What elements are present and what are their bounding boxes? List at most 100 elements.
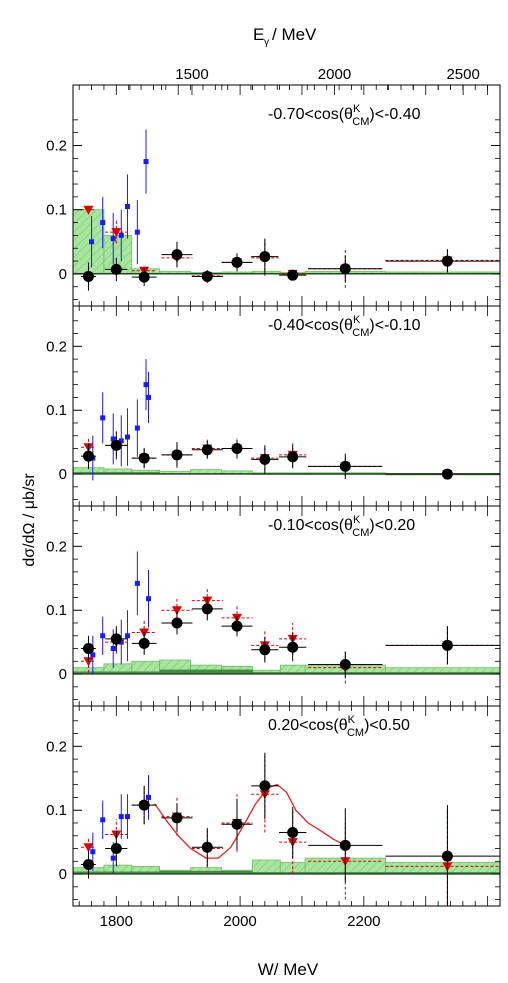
angle-label-sup: K [348,714,356,726]
systematic-band-dark [252,672,500,675]
angle-label-sup: K [353,103,361,115]
black-circle-point [231,620,243,632]
black-circle-point [287,451,299,463]
angle-label-suffix: )<-0.40 [369,106,420,123]
systematic-band-dark [73,671,160,675]
x-tick-label: 1800 [100,913,133,930]
black-circle-point [287,269,299,281]
panel-angle-label: -0.70<cos(θK CM)<-0.40 [268,103,421,128]
blue-square-point [110,236,116,242]
blue-square-point [110,646,116,652]
black-circle-point [231,443,243,455]
y-tick-label: 0 [59,866,67,883]
blue-square-point [118,232,124,238]
blue-square-point [145,394,151,400]
black-circle-point [201,444,213,456]
panel-3: 0 0.1 0.2 -0.10<cos(θK CM)<0.20 [46,505,501,707]
panels: 00.10.2-0.70<cos(θK CM)<-0.4000.10.2-0.40… [46,66,501,930]
panel-4: 0 0.1 0.2 0.20<cos(θK CM)<0.50 [46,705,501,907]
blue-square-point [90,849,96,855]
black-circle-point [231,256,243,268]
blue-square-point [118,438,124,444]
top-tick-label: 2500 [446,66,479,83]
angle-label-prefix: -0.70<cos(θ [268,106,353,123]
y-axis-label: dσ/dΩ / μb/sr [21,473,38,567]
blue-square-point [143,382,149,388]
blue-square-point [124,204,130,209]
black-circle-point [110,843,122,855]
panel-1: 0 0.1 0.2 -0.70<cos(θK CM)<-0.40 [46,84,501,307]
black-circle-point [287,827,299,839]
y-tick-label: 0.2 [46,138,67,155]
black-circle-point [82,643,94,655]
black-circle-point [171,249,183,261]
blue-square-point [134,229,140,235]
black-circle-point [171,617,183,629]
black-circle-point [201,603,213,615]
y-tick-label: 0.2 [46,738,67,755]
blue-square-point [100,220,106,226]
systematic-band-dark [73,472,160,475]
black-circle-point [441,850,453,862]
blue-square-point [145,794,151,800]
systematic-band-dark [73,871,160,875]
black-circle-point [259,453,271,465]
angle-label-prefix: -0.40<cos(θ [268,317,353,334]
y-tick-label: 0.1 [46,402,67,419]
blue-square-point [124,633,130,639]
blue-square-point [100,633,106,639]
black-circle-point [110,263,122,275]
y-tick-label: 0.1 [46,202,67,219]
black-circle-point [201,841,213,853]
black-circle-point [138,452,150,464]
blue-square-point [118,814,124,820]
black-circle-point [259,644,271,656]
black-circle-point [339,460,351,472]
top-tick-label: 2000 [318,66,351,83]
red-triangle-point [83,205,94,215]
panel-angle-label: -0.40<cos(θK CM)<-0.10 [268,314,421,339]
top-axis-label-unit: / MeV [272,25,317,44]
red-triangle-point [83,657,94,667]
black-circle-point [339,839,351,851]
black-circle-point [339,658,351,670]
blue-square-point [100,817,106,823]
black-circle-point [82,858,94,870]
y-tick-label: 0 [59,266,67,283]
angle-label-sub: CM [347,727,364,739]
black-circle-point [138,271,150,283]
blue-square-point [90,652,96,658]
angle-label-suffix: )<0.20 [369,517,415,534]
y-tick-label: 0.2 [46,338,67,355]
black-circle-point [201,270,213,282]
black-circle-point [110,633,122,645]
y-tick-label: 0 [59,466,67,483]
x-tick-label: 2000 [223,913,256,930]
black-circle-point [110,439,122,451]
panel-2: 0 0.1 0.2 -0.40<cos(θK CM)<-0.10 [46,305,501,507]
angle-label-prefix: -0.10<cos(θ [268,517,353,534]
black-circle-point [339,263,351,275]
systematic-band-dark [159,870,253,875]
angle-label-prefix: 0.20<cos(θ [268,717,348,734]
x-axis-label: W/ MeV [258,960,319,979]
panel-plot-area [73,359,500,481]
black-circle-point [287,641,299,653]
angle-label-sub: CM [352,116,369,128]
blue-square-point [124,814,130,820]
black-circle-point [138,637,150,649]
panel-plot-area [73,129,500,291]
angle-label-sub: CM [352,327,369,339]
blue-square-point [110,855,116,861]
panel-plot-area [73,752,500,906]
blue-square-point [100,415,106,421]
black-circle-point [441,255,453,267]
blue-square-point [124,434,130,440]
black-circle-point [441,639,453,651]
angle-label-sup: K [353,314,361,326]
blue-square-point [89,239,95,245]
y-tick-label: 0.2 [46,538,67,555]
black-circle-point [138,799,150,811]
systematic-band-dark [159,669,253,675]
